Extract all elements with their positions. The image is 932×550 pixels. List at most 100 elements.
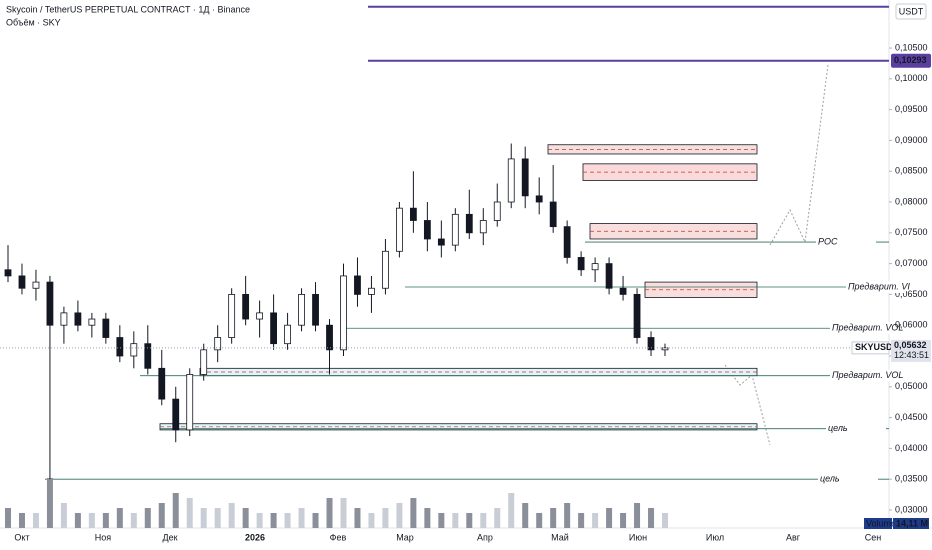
x-tick-label: Сен xyxy=(865,532,882,542)
candle-body xyxy=(158,367,166,400)
volume-bar xyxy=(298,508,305,528)
last-price-badge xyxy=(891,339,931,362)
candle-body xyxy=(214,337,222,351)
candle-body xyxy=(633,294,641,338)
y-tick-label: 0,07000 xyxy=(895,258,928,268)
x-tick-label: Дек xyxy=(162,532,177,542)
candle-body xyxy=(368,287,375,295)
y-tick-label: 0,05000 xyxy=(895,381,928,391)
volume-bar xyxy=(130,513,137,528)
volume-bar xyxy=(60,503,67,528)
candle-body xyxy=(563,226,571,258)
zone xyxy=(199,367,758,377)
x-tick-label: Ноя xyxy=(95,532,112,542)
level-label: цель xyxy=(820,474,840,484)
volume-bar xyxy=(438,513,445,528)
y-tick-label: 0,04500 xyxy=(895,412,928,422)
candle-body xyxy=(32,281,40,289)
candle-body xyxy=(144,343,152,369)
candle-body xyxy=(535,195,543,203)
plot: 0,030000,035000,040000,045000,050000,055… xyxy=(0,5,931,542)
candle-body xyxy=(521,158,529,197)
currency: USDT xyxy=(899,6,924,16)
x-tick-label: Авг xyxy=(786,532,801,542)
projection-up xyxy=(769,64,829,246)
y-tick-label: 0,09500 xyxy=(895,104,928,114)
y-tick-label: 0,07500 xyxy=(895,227,928,237)
volume-bar xyxy=(88,513,95,528)
candle-body xyxy=(46,281,54,326)
volume-bar xyxy=(578,513,585,528)
y-tick-label: 0,10500 xyxy=(895,42,928,52)
y-tick-label: 0,06500 xyxy=(895,289,928,299)
candle-body xyxy=(4,269,12,277)
currency-badge[interactable] xyxy=(895,3,927,20)
x-tick-label: 2026 xyxy=(245,532,265,542)
y-tick-label: 0,03500 xyxy=(895,474,928,484)
last-price-label: 0,05632 xyxy=(894,340,927,350)
volume-bar xyxy=(452,513,459,528)
volume-bar xyxy=(522,503,529,528)
candle-body xyxy=(270,312,277,345)
candle-body xyxy=(326,324,333,351)
y-tick-label: 0,08500 xyxy=(895,166,928,176)
candle-body xyxy=(354,275,361,295)
candle-body xyxy=(619,287,627,295)
volume-bar xyxy=(102,513,109,528)
candle-body xyxy=(549,201,557,228)
volume-bar xyxy=(620,513,627,528)
volume-bar xyxy=(354,508,361,528)
volume-badge xyxy=(864,518,892,529)
y-tick-label: 0,03000 xyxy=(895,504,928,514)
candle-body xyxy=(88,318,96,326)
x-tick-label: Май xyxy=(551,532,569,542)
level-label: цель xyxy=(828,423,848,433)
level-label: Предварит. VI xyxy=(848,281,910,291)
y-tick-label: 0,08000 xyxy=(895,196,928,206)
volume-bar xyxy=(508,493,515,528)
countdown-label: 12:43:51 xyxy=(894,350,929,360)
candle-body xyxy=(340,275,347,351)
symbol-badge xyxy=(851,341,890,355)
level-label-bg xyxy=(830,322,890,335)
symbol-label: SKYUSDT.P xyxy=(855,342,906,352)
candle-body xyxy=(284,324,291,345)
y-tick-label: 0,09000 xyxy=(895,135,928,145)
volume-bar xyxy=(606,508,613,528)
level-label: Предварит. VOL xyxy=(832,323,903,333)
level-label: POC xyxy=(818,236,838,246)
candle-body xyxy=(60,312,68,326)
x-tick-label: Фев xyxy=(330,532,347,542)
candle-body xyxy=(437,238,445,246)
x-tick-label: Мар xyxy=(396,532,414,542)
candle-body xyxy=(465,213,473,234)
level-label: Предварит. VOL xyxy=(832,370,903,380)
candle-body xyxy=(18,275,26,289)
candle-body xyxy=(409,207,417,221)
volume-bar xyxy=(564,503,571,528)
volume-bar xyxy=(158,503,165,528)
chart-subtitle: Объём · SKY xyxy=(6,17,61,27)
level-label-bg xyxy=(830,369,890,382)
volume-bar xyxy=(200,508,207,528)
candle-body xyxy=(661,347,669,351)
volume-bar xyxy=(172,493,179,528)
volume-value-badge xyxy=(893,518,929,529)
volume-bar xyxy=(480,513,487,528)
volume-value: 14,11 M xyxy=(896,518,928,528)
volume-bar xyxy=(32,513,39,528)
volume-bar xyxy=(368,513,375,528)
level-label-bg xyxy=(826,422,886,435)
volume-bar xyxy=(340,498,347,528)
candle-body xyxy=(605,263,613,289)
volume-bar xyxy=(256,513,263,528)
price-badge-label: 0,10293 xyxy=(894,55,927,65)
volume-bar xyxy=(228,503,235,528)
volume-bar xyxy=(270,513,277,528)
candle-body xyxy=(577,257,585,271)
y-tick-label: 0,10000 xyxy=(895,73,928,83)
candle-body xyxy=(172,398,180,431)
volume-bar xyxy=(116,508,123,528)
candle-body xyxy=(382,250,389,289)
